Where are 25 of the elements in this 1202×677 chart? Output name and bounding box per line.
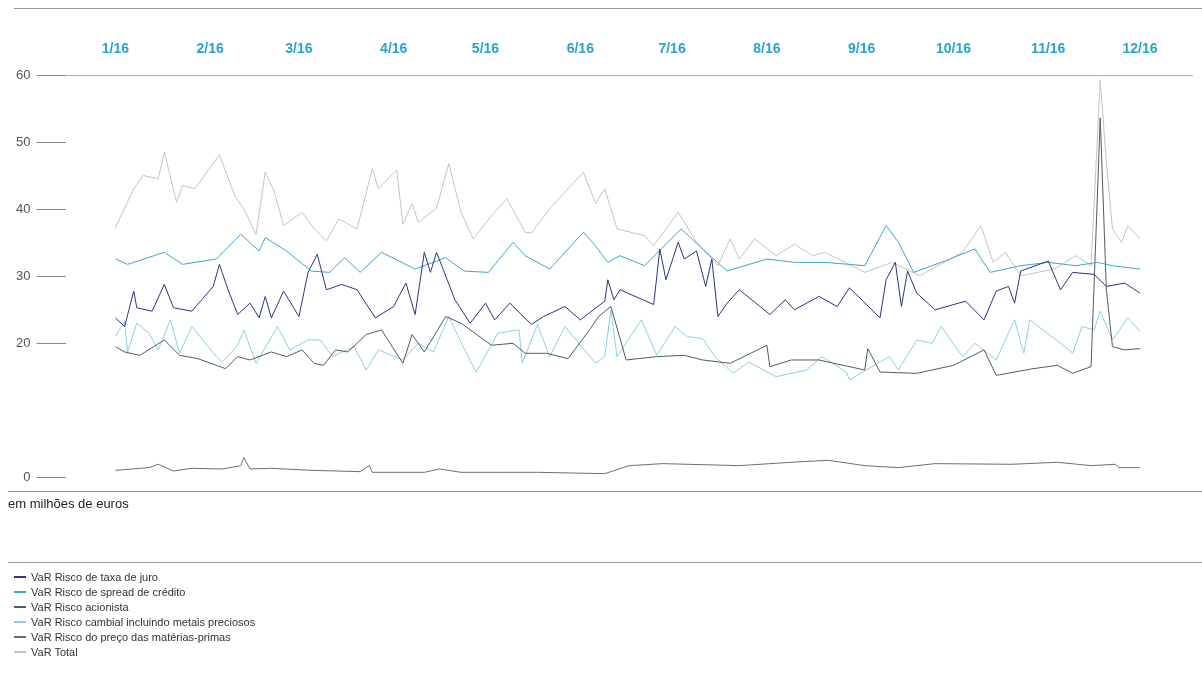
x-tick-label: 2/16: [196, 40, 225, 57]
y-tick-label: 60: [15, 67, 31, 83]
legend-label: VaR Risco do preço das matérias-primas: [31, 630, 231, 643]
x-tick-label: 3/16: [285, 40, 313, 57]
x-tick-label: 5/16: [471, 40, 500, 57]
legend-label: VaR Total: [31, 645, 78, 658]
x-tick-label: 10/16: [935, 40, 972, 57]
x-tick-label: 8/16: [753, 40, 781, 57]
legend-label: VaR Risco de spread de crédito: [31, 585, 186, 598]
legend-label: VaR Risco de taxa de juro: [31, 570, 158, 583]
y-tick-label: 50: [15, 134, 31, 150]
text: em milhões de euros: [8, 496, 130, 511]
legend-label: VaR Risco cambial incluindo metais preciosos: [31, 615, 256, 628]
x-tick-label: 4/16: [380, 40, 408, 57]
x-tick-label: 6/16: [566, 40, 595, 57]
y-tick-label: 20: [15, 334, 31, 350]
legend-label: VaR Risco acionista: [31, 600, 129, 613]
x-tick-label: 12/16: [1122, 40, 1158, 57]
y-tick-label: 30: [15, 267, 31, 283]
y-tick-label: 40: [15, 201, 31, 217]
x-tick-label: 7/16: [658, 40, 686, 57]
x-tick-label: 9/16: [848, 40, 876, 57]
x-tick-label: 11/16: [1031, 40, 1066, 57]
x-tick-label: 1/16: [101, 40, 130, 57]
y-tick-label: 0: [23, 468, 31, 484]
